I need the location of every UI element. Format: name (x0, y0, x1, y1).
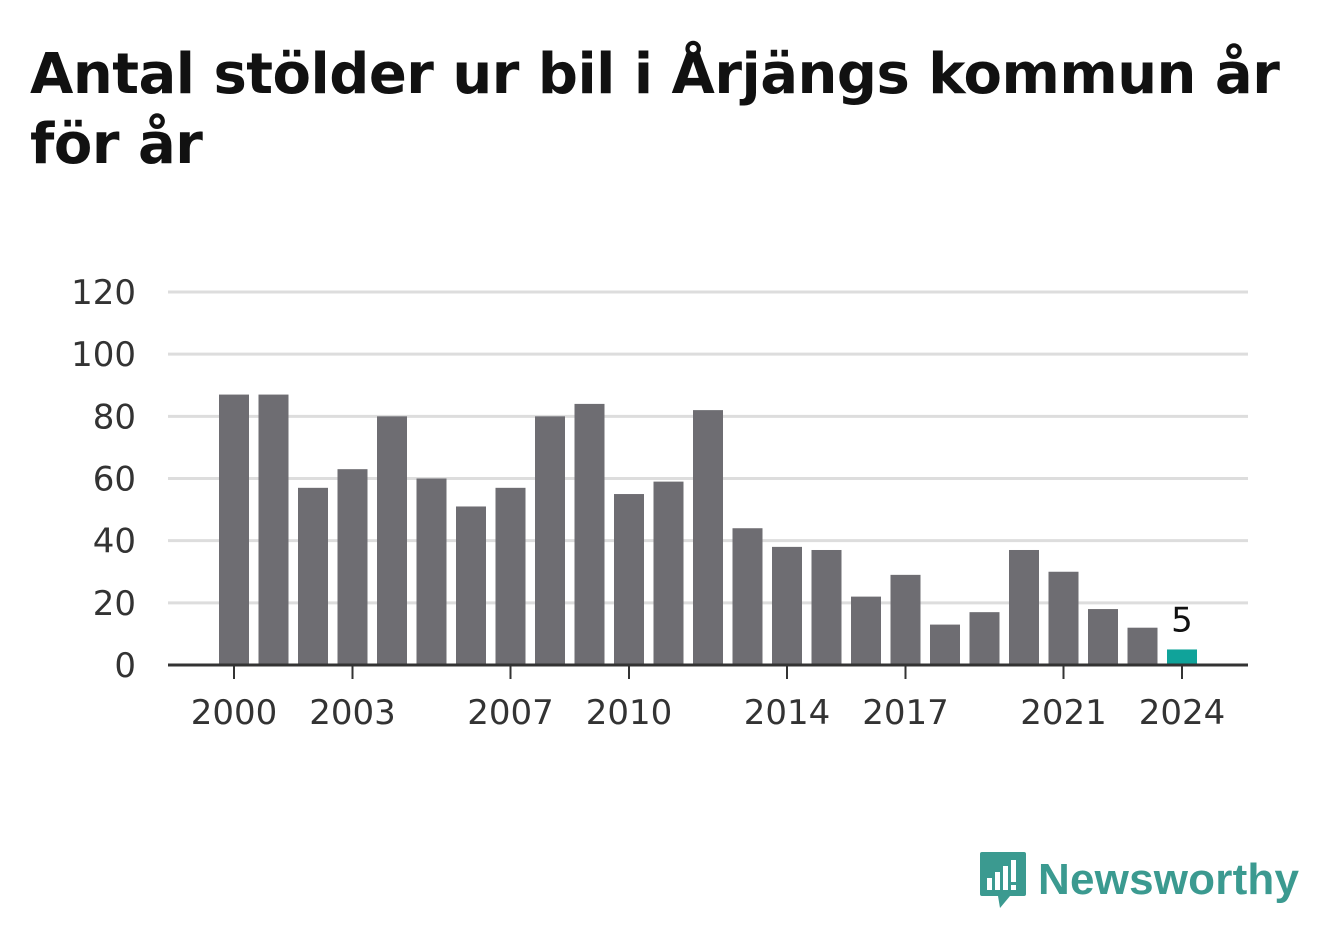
x-tick-label: 2024 (1139, 693, 1226, 733)
x-tick-label: 2000 (191, 693, 278, 733)
bar-2007 (495, 487, 526, 665)
bar-2004 (377, 416, 407, 665)
bar-2014 (772, 546, 802, 665)
x-axis-labels: 2000 2003 2007 2010 2014 2017 2021 2024 (191, 665, 1226, 733)
y-tick-label: 40 (93, 522, 136, 562)
bar-2023 (1127, 627, 1158, 665)
brand-name: Newsworthy (1038, 855, 1300, 904)
bar-2013 (732, 528, 763, 665)
bar-2011 (653, 481, 684, 665)
bar-2005 (416, 478, 447, 665)
bars (168, 394, 1248, 667)
x-tick-label: 2003 (309, 693, 396, 733)
bar-2022 (1088, 609, 1118, 665)
x-tick-label: 2017 (862, 693, 949, 733)
bar-2000 (219, 394, 249, 665)
x-tick-label: 2021 (1020, 693, 1107, 733)
bar-2019 (969, 612, 1000, 665)
bar-2018 (930, 624, 960, 665)
bar-2017 (890, 574, 921, 665)
x-tick-label: 2010 (586, 693, 673, 733)
y-tick-label: 60 (93, 460, 136, 500)
y-axis-labels: 0 20 40 60 80 100 120 (71, 273, 136, 686)
annotations: 5 (1171, 600, 1193, 640)
bar-2010 (614, 494, 644, 665)
x-tick-label: 2014 (744, 693, 831, 733)
bar-2016 (851, 596, 881, 665)
bar-2006 (456, 506, 486, 665)
data-label-2024: 5 (1171, 600, 1193, 640)
y-tick-label: 80 (93, 397, 136, 437)
y-tick-label: 100 (71, 335, 136, 375)
bar-chart-speech-bubble-icon (980, 852, 1026, 908)
bar-2002 (298, 487, 328, 665)
bar-2020 (1009, 549, 1039, 665)
bar-2008 (535, 416, 565, 665)
y-tick-label: 120 (71, 273, 136, 313)
x-tick-label: 2007 (467, 693, 554, 733)
newsworthy-logo: Newsworthy (978, 848, 1299, 912)
bar-2012 (693, 410, 723, 665)
bar-2021 (1048, 571, 1079, 665)
y-tick-label: 0 (114, 646, 136, 686)
y-tick-label: 20 (93, 584, 136, 624)
bar-2001 (258, 394, 289, 665)
bar-2024 (1167, 649, 1197, 665)
bar-2009 (574, 403, 605, 665)
bar-2003 (337, 469, 368, 665)
bar-2015 (811, 549, 842, 665)
chart-title: Antal stölder ur bil i Årjängs kommun år… (30, 42, 1280, 177)
